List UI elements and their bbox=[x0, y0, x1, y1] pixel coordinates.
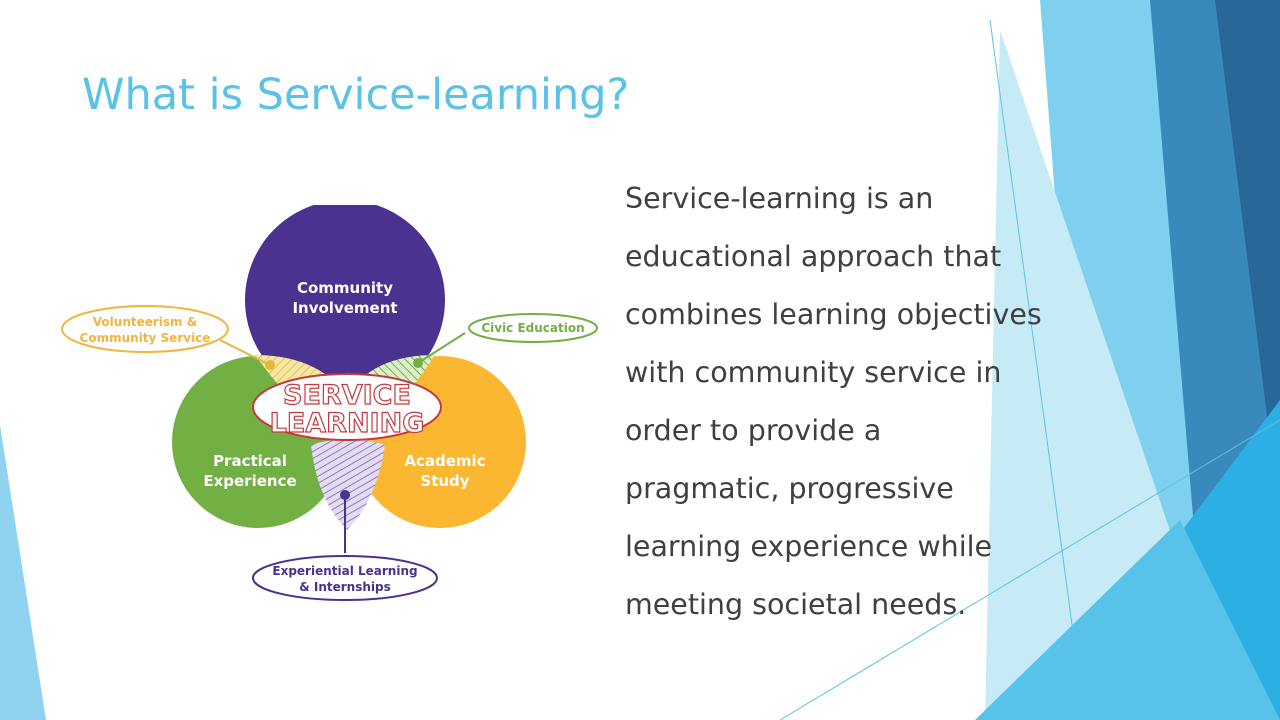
callout-right-connector bbox=[417, 332, 466, 364]
center-label-oval bbox=[252, 373, 442, 441]
service-learning-diagram: SERVICE LEARNING Community Involvement P… bbox=[55, 200, 615, 619]
circle-community-involvement bbox=[245, 200, 445, 400]
callout-experiential-line2: & Internships bbox=[299, 580, 391, 594]
right-shape-bottom bbox=[975, 520, 1280, 720]
callout-experiential-line1: Experiential Learning bbox=[272, 564, 417, 578]
callout-civic-oval bbox=[468, 313, 598, 343]
body-text: Service-learning is an educational appro… bbox=[625, 170, 1055, 634]
right-shape-pale bbox=[985, 30, 1180, 720]
body-line: pragmatic, progressive bbox=[625, 472, 954, 505]
center-label-line1: SERVICE bbox=[283, 380, 411, 411]
body-line: meeting societal needs. bbox=[625, 588, 967, 621]
body-line: learning experience while bbox=[625, 530, 993, 563]
body-line: combines learning objectives bbox=[625, 298, 1042, 331]
body-line: Service-learning is an bbox=[625, 182, 934, 215]
left-edge-shape bbox=[0, 425, 46, 720]
top-circle-line2: Involvement bbox=[292, 299, 397, 317]
slide-title: What is Service-learning? bbox=[82, 70, 630, 120]
left-circle-line1: Practical bbox=[213, 452, 287, 470]
callout-volunteerism-line2: Community Service bbox=[80, 331, 211, 345]
top-circle-line1: Community bbox=[297, 279, 393, 297]
callout-experiential-oval bbox=[252, 555, 438, 601]
body-line: order to provide a bbox=[625, 414, 882, 447]
thin-line-2 bbox=[779, 419, 1280, 720]
center-label-line2: LEARNING bbox=[270, 408, 425, 439]
right-circle-line2: Study bbox=[420, 472, 469, 490]
callout-civic-label: Civic Education bbox=[481, 321, 584, 335]
callout-right-dot bbox=[413, 358, 423, 368]
body-line: with community service in bbox=[625, 356, 1002, 389]
left-circle-line2: Experience bbox=[203, 472, 296, 490]
body-line: educational approach that bbox=[625, 240, 1002, 273]
callout-bottom-dot bbox=[340, 490, 350, 500]
right-shape-dark bbox=[1215, 0, 1280, 520]
callout-left-connector bbox=[219, 339, 271, 366]
overlap-experiential bbox=[311, 439, 385, 530]
callout-volunteerism-line1: Volunteerism & bbox=[93, 315, 197, 329]
callout-volunteerism-oval bbox=[61, 305, 229, 353]
callout-left-dot bbox=[265, 360, 275, 370]
right-circle-line1: Academic bbox=[404, 452, 485, 470]
thin-line-1 bbox=[989, 19, 1086, 720]
